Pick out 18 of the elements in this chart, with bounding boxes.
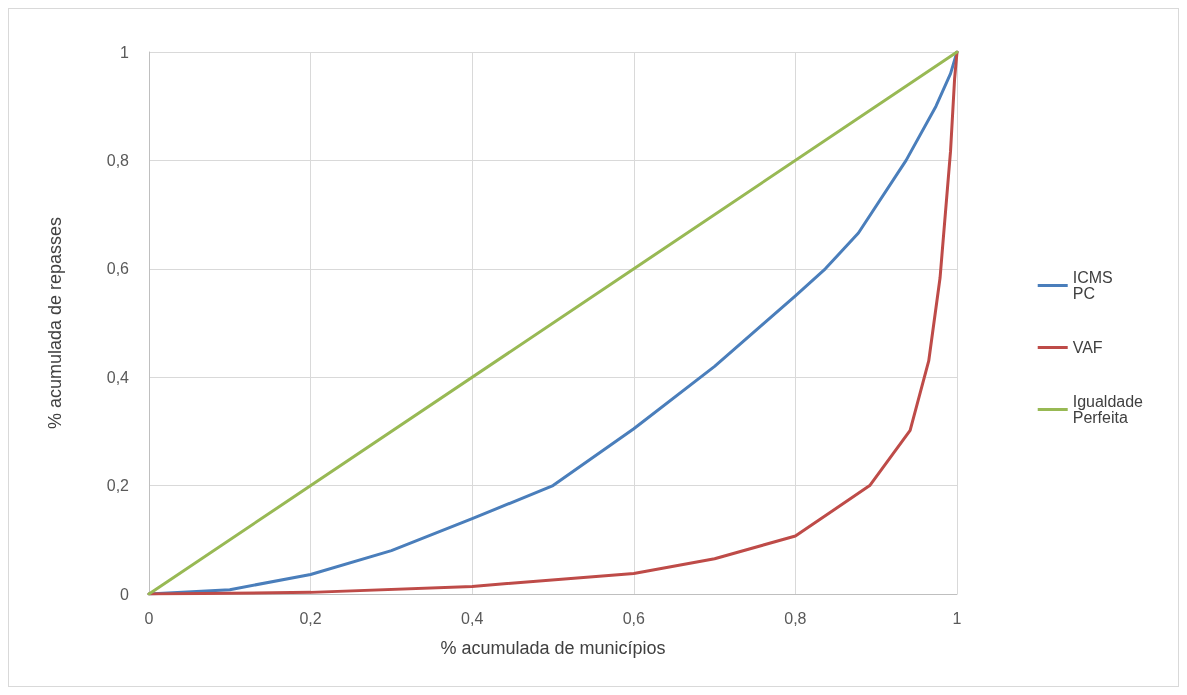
x-tick-label: 0 (144, 609, 154, 627)
y-tick-label: 1 (120, 43, 130, 61)
y-tick-label: 0,6 (106, 260, 130, 278)
y-tick-label: 0,8 (106, 151, 130, 169)
x-tick-label: 0,6 (622, 609, 646, 627)
legend-label: Igualdade Perfeita (1072, 393, 1144, 426)
x-tick-label: 0,4 (461, 609, 484, 627)
line-series (147, 50, 959, 596)
x-axis-title: % acumulada de municípios (440, 638, 666, 658)
x-tick-label: 0,2 (299, 609, 322, 627)
legend-label: VAF (1072, 339, 1103, 356)
y-tick-label: 0 (120, 585, 130, 603)
legend-label: ICMS PC (1072, 269, 1113, 302)
y-axis-title: % acumulada de repasses (45, 216, 65, 430)
y-tick-label: 0,4 (106, 368, 130, 386)
x-tick-label: 1 (952, 609, 962, 627)
y-tick-label: 0,2 (106, 477, 130, 495)
x-tick-label: 0,8 (784, 609, 807, 627)
